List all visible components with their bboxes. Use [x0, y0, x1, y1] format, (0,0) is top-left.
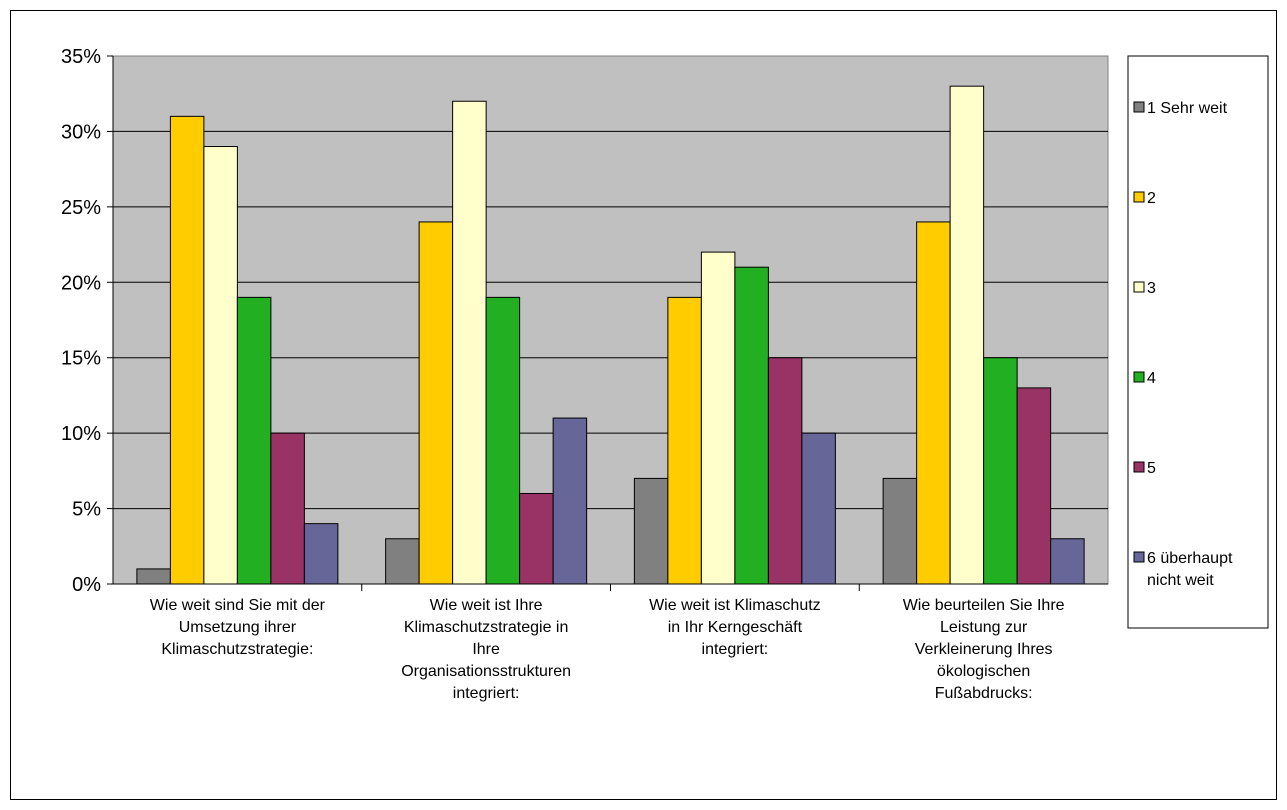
category-label: Wie weit ist Klimaschutz [649, 597, 821, 614]
category-label: Wie weit ist Ihre [430, 597, 543, 614]
bar [1016, 387, 1052, 585]
category-label: Verkleinerung Ihres [915, 641, 1053, 658]
y-tick-label: 30% [61, 121, 101, 143]
bar [452, 100, 487, 585]
category-label: integriert: [453, 685, 520, 702]
legend-swatch [1133, 281, 1145, 293]
bar [949, 85, 985, 585]
bar [882, 477, 918, 585]
legend-swatch [1133, 371, 1145, 383]
category-label: Organisationsstrukturen [401, 663, 571, 680]
y-tick-label: 20% [61, 272, 101, 294]
bar [136, 568, 171, 585]
bar [519, 492, 554, 585]
category-label: integriert: [702, 641, 769, 658]
legend-label: 6 überhaupt [1147, 550, 1233, 567]
y-tick-label: 5% [72, 499, 101, 521]
bar [983, 357, 1018, 585]
legend-swatch [1133, 191, 1145, 203]
bar [667, 296, 702, 585]
legend-label: 2 [1147, 190, 1156, 207]
y-tick-label: 10% [61, 423, 101, 445]
bar [418, 221, 454, 585]
bar [385, 538, 420, 585]
bar [203, 146, 238, 585]
legend-swatch [1133, 461, 1145, 473]
bar [633, 477, 669, 585]
legend-label: 3 [1147, 280, 1156, 297]
bar [734, 266, 769, 585]
bar [270, 432, 305, 585]
legend-label: 4 [1147, 370, 1156, 387]
legend-swatch [1133, 101, 1145, 113]
legend-label: 5 [1147, 460, 1156, 477]
bar [801, 432, 836, 585]
y-tick-label: 35% [61, 46, 101, 68]
category-label: ökologischen [937, 663, 1030, 680]
category-label: Ihre [472, 641, 500, 658]
category-label: Wie weit sind Sie mit der [150, 597, 326, 614]
bar [916, 221, 951, 585]
category-label: Leistung zur [940, 619, 1028, 636]
legend-label: nicht weit [1147, 572, 1214, 589]
category-label: in Ihr Kerngeschäft [668, 619, 803, 636]
bar [767, 357, 803, 585]
y-tick-label: 0% [72, 574, 101, 596]
bar [236, 296, 272, 585]
bar [485, 296, 521, 585]
bar [552, 417, 588, 585]
legend-label: 1 Sehr weit [1147, 100, 1228, 117]
category-label: Klimaschutzstrategie: [161, 641, 313, 658]
legend-swatch [1133, 551, 1145, 563]
legend-box [1127, 55, 1269, 629]
category-label: Klimaschutzstrategie in [404, 619, 569, 636]
category-label: Fußabdrucks: [935, 685, 1033, 702]
category-label: Wie beurteilen Sie Ihre [903, 597, 1065, 614]
bar [700, 251, 736, 585]
category-label: Umsetzung ihrer [179, 619, 297, 636]
y-tick-label: 15% [61, 348, 101, 370]
bar [303, 523, 339, 585]
bar [1050, 538, 1085, 585]
bar [169, 115, 205, 585]
y-tick-label: 25% [61, 197, 101, 219]
